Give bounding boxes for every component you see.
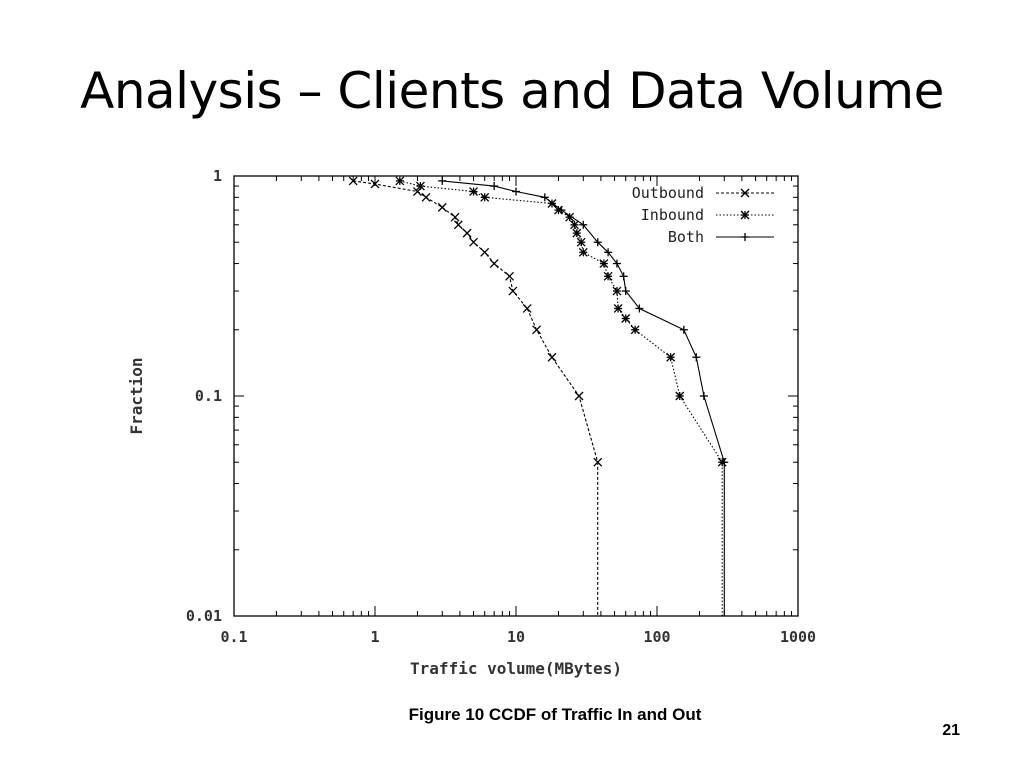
series-inbound-point <box>675 391 685 401</box>
tick-labels: 0.1 1 10 100 1000 0.01 0.1 1 <box>186 167 816 646</box>
series-outbound-point <box>437 202 447 212</box>
slide-title: Analysis – Clients and Data Volume <box>80 62 944 120</box>
plot-area <box>233 175 799 617</box>
tick-marks <box>233 175 799 617</box>
y-tick-label: 1 <box>213 167 222 185</box>
series-both-point <box>699 392 708 400</box>
x-tick-label: 10 <box>507 628 525 646</box>
series-outbound <box>348 176 603 616</box>
series-outbound-point <box>547 352 557 362</box>
series-inbound-point <box>666 352 676 362</box>
legend-both: Both <box>668 228 774 246</box>
series-inbound-point <box>576 237 586 247</box>
series-both-point <box>679 325 688 334</box>
series-inbound-line <box>399 180 723 616</box>
legend: Outbound Inbound Both <box>632 184 774 246</box>
series-both-point <box>557 206 566 215</box>
series-inbound-point <box>570 220 579 230</box>
series-inbound-point <box>603 271 613 281</box>
series-outbound-point <box>370 179 380 189</box>
series-both-point <box>512 187 520 196</box>
series-outbound-point <box>489 259 499 269</box>
series-outbound-point <box>450 212 460 222</box>
series-both-point <box>612 259 621 268</box>
ccdf-chart: 0.1 1 10 100 1000 0.01 0.1 1 Outbound Inbound Bot… <box>118 160 858 690</box>
figure-caption: Figure 10 CCDF of Traffic In and Out <box>408 705 702 724</box>
legend-outbound: Outbound <box>632 184 774 202</box>
x-tick-label: 1000 <box>780 628 816 646</box>
series-outbound-point <box>469 237 479 247</box>
legend-outbound-label: Outbound <box>632 184 704 202</box>
legend-inbound-point <box>740 210 750 220</box>
series-both-point <box>621 287 630 296</box>
series-outbound-point <box>508 286 518 296</box>
chart-canvas: 0.1 1 10 100 1000 0.01 0.1 1 Outbound Inbound Bot… <box>127 167 816 678</box>
series-both-point <box>635 304 644 313</box>
y-axis-label: Fraction <box>127 357 146 434</box>
series-inbound-point <box>469 187 479 196</box>
series-outbound-point <box>522 303 532 313</box>
series-inbound-point <box>572 228 582 238</box>
series-inbound-point <box>613 303 623 313</box>
y-tick-label: 0.1 <box>195 387 222 405</box>
x-axis-label: Traffic volume(MBytes) <box>410 659 622 678</box>
x-tick-label: 0.1 <box>220 628 247 646</box>
series-inbound-point <box>480 192 490 202</box>
series-both-point <box>540 193 549 202</box>
series-outbound-point <box>593 457 603 467</box>
series-inbound-point <box>415 181 425 191</box>
series-outbound-point <box>532 325 542 335</box>
series-both <box>438 176 729 616</box>
page-number: 21 <box>942 722 960 739</box>
series-outbound-point <box>421 192 431 202</box>
series-inbound-point <box>612 286 622 296</box>
series-both-point <box>438 176 447 185</box>
series-outbound-point <box>348 176 358 186</box>
series-outbound-point <box>574 391 584 401</box>
series-both-point <box>490 182 499 191</box>
series-both-point <box>619 272 628 281</box>
series-outbound-point <box>480 247 490 257</box>
legend-both-point <box>741 233 749 241</box>
y-tick-label: 0.01 <box>186 607 222 625</box>
series-inbound-point <box>630 325 640 335</box>
series-inbound-point <box>578 247 588 257</box>
series-both-point <box>720 458 729 467</box>
series-both-point <box>593 238 602 247</box>
series-outbound-point <box>462 228 472 238</box>
series-inbound-point <box>395 176 405 186</box>
series-both-point <box>579 220 588 229</box>
series-inbound <box>395 176 727 616</box>
series-both-point <box>692 353 701 362</box>
x-tick-label: 100 <box>643 628 670 646</box>
series-outbound-point <box>453 220 463 230</box>
legend-outbound-point <box>740 188 750 198</box>
series-layer <box>348 176 729 616</box>
legend-both-label: Both <box>668 228 704 246</box>
legend-inbound-label: Inbound <box>641 206 704 224</box>
legend-inbound: Inbound <box>641 206 774 224</box>
series-inbound-point <box>621 314 631 323</box>
x-tick-label: 1 <box>370 628 379 646</box>
series-outbound-point <box>505 271 515 281</box>
series-both-point <box>604 248 613 257</box>
series-inbound-point <box>599 259 609 269</box>
